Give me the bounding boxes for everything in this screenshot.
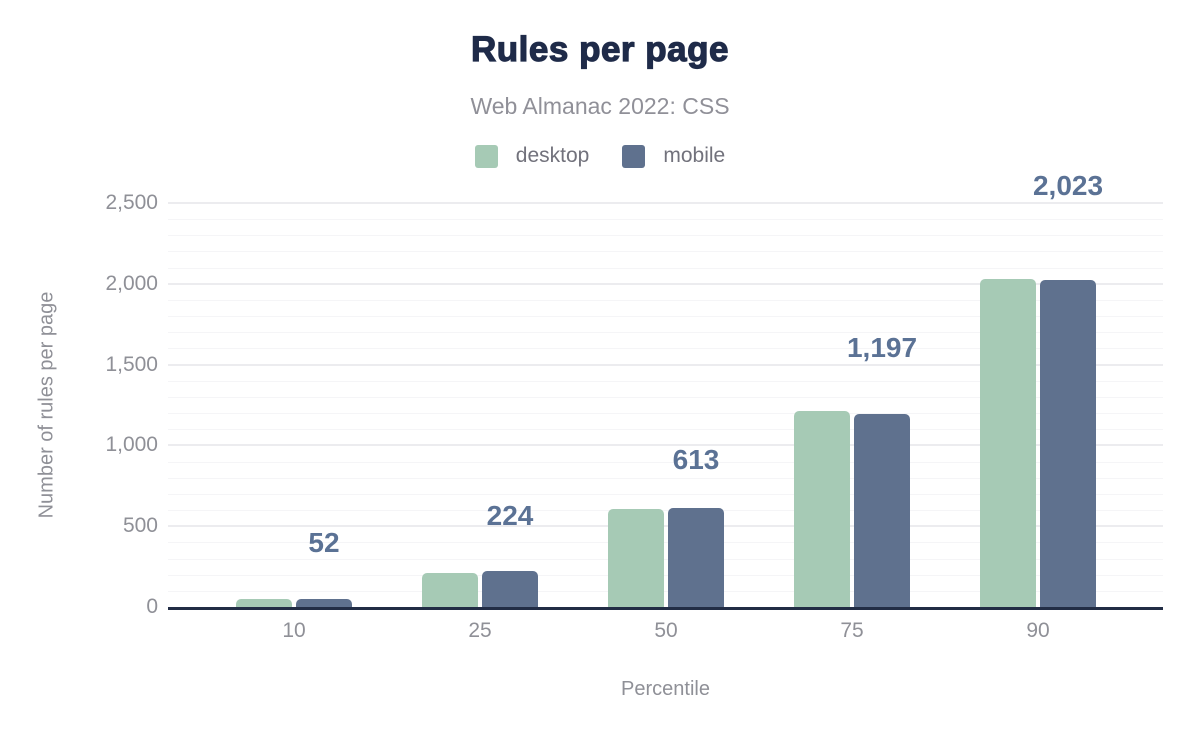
y-tick-label: 1,500	[105, 352, 158, 376]
x-tick-label: 10	[282, 619, 306, 642]
gridline-minor	[168, 396, 1163, 398]
gridline-major	[168, 282, 1163, 285]
bar-desktop-p90	[980, 278, 1036, 607]
gridline-minor	[168, 348, 1163, 350]
chart-title: Rules per page	[470, 29, 729, 69]
gridline-major	[168, 202, 1163, 204]
gridline-minor	[168, 477, 1163, 479]
gridline-major	[168, 444, 1163, 447]
chart-subtitle: Web Almanac 2022: CSS	[470, 93, 730, 119]
bar-mobile-p75	[854, 413, 910, 607]
x-tick-label: 50	[654, 619, 678, 642]
gridline-minor	[168, 493, 1163, 495]
bar-mobile-p25	[482, 570, 538, 607]
plot-area: 52 224 613 1,197 2,023	[168, 170, 1163, 610]
legend-swatch-desktop	[474, 144, 498, 168]
gridline-minor	[168, 219, 1163, 221]
bar-mobile-p50	[668, 507, 724, 607]
legend-swatch-mobile	[622, 144, 646, 168]
legend-item-desktop: desktop	[474, 144, 590, 168]
bar-desktop-p10	[236, 598, 292, 607]
bar-value-label: 613	[672, 443, 720, 475]
y-tick-label: 2,500	[105, 191, 158, 214]
x-tick-label: 75	[840, 619, 864, 642]
bar-mobile-p90	[1040, 280, 1096, 607]
gridline-minor	[168, 542, 1163, 544]
gridline-minor	[168, 461, 1163, 463]
y-tick-label: 0	[146, 595, 158, 618]
bar-value-label: 1,197	[846, 331, 918, 363]
gridline-minor	[168, 590, 1163, 592]
gridline-minor	[168, 380, 1163, 382]
x-axis-title: Percentile	[621, 678, 710, 700]
x-tick-label: 90	[1026, 619, 1050, 642]
chart-legend: desktop mobile	[0, 144, 1200, 168]
legend-label-desktop: desktop	[515, 144, 590, 167]
x-axis-line	[168, 607, 1163, 610]
gridline-minor	[168, 316, 1163, 318]
bar-value-label: 2,023	[1032, 170, 1104, 202]
bar-value-label: 224	[486, 499, 534, 531]
y-tick-label: 500	[122, 514, 158, 538]
gridline-major	[168, 525, 1163, 528]
bar-desktop-p25	[422, 573, 478, 607]
bar-desktop-p75	[794, 410, 850, 607]
bar-mobile-p10	[296, 598, 352, 607]
gridline-minor	[168, 413, 1163, 415]
gridline-minor	[168, 332, 1163, 334]
bar-value-label: 52	[308, 526, 340, 558]
gridline-minor	[168, 510, 1163, 512]
legend-item-mobile: mobile	[622, 144, 725, 168]
y-tick-label: 2,000	[105, 271, 158, 295]
gridline-minor	[168, 299, 1163, 301]
y-axis-title: Number of rules per page	[35, 291, 58, 519]
bar-desktop-p50	[608, 508, 664, 607]
gridline-minor	[168, 558, 1163, 560]
gridline-minor	[168, 251, 1163, 253]
legend-label-mobile: mobile	[663, 144, 726, 167]
gridline-minor	[168, 235, 1163, 237]
gridline-minor	[168, 574, 1163, 576]
x-tick-label: 25	[468, 619, 492, 642]
gridline-major	[168, 363, 1163, 366]
gridline-minor	[168, 267, 1163, 269]
gridline-minor	[168, 429, 1163, 431]
y-tick-label: 1,000	[105, 433, 158, 457]
